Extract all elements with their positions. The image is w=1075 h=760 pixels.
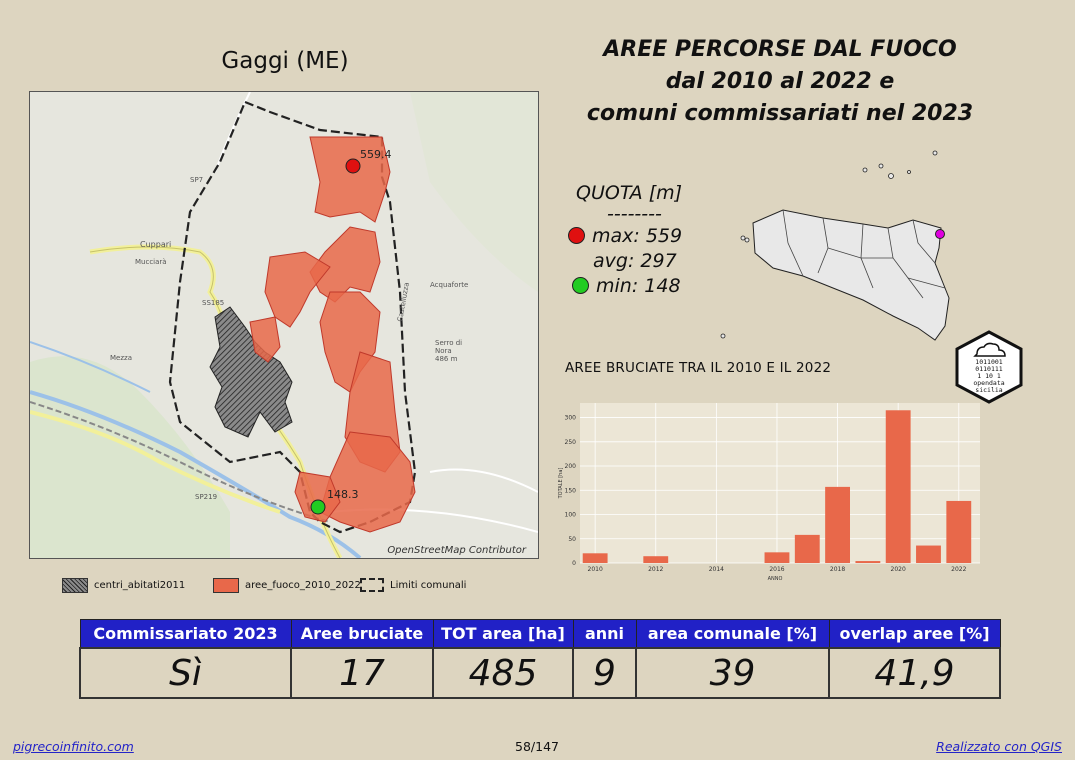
legend-item-limiti: Limiti comunali xyxy=(360,578,466,592)
chart-plot-background xyxy=(580,403,980,563)
value-tot-area: 485 xyxy=(432,647,574,699)
y-tick-label: 200 xyxy=(565,463,577,470)
quota-block: QUOTA [m] -------- max: 559 avg: 297 min… xyxy=(560,180,682,298)
road-label-sp7: SP7 xyxy=(190,176,203,184)
legend-item-centri-abitati: centri_abitati2011 xyxy=(62,578,185,593)
y-tick-label: 50 xyxy=(568,536,576,543)
legend-label: Limiti comunali xyxy=(390,579,467,591)
y-tick-label: 150 xyxy=(565,487,577,494)
qgis-credit-link[interactable]: Realizzato con QGIS xyxy=(936,739,1062,754)
bar-2010 xyxy=(582,553,608,563)
bar-2019 xyxy=(855,561,881,563)
bar-2016 xyxy=(764,552,790,563)
bar-2022 xyxy=(946,500,972,563)
y-tick-label: 100 xyxy=(565,512,577,519)
y-tick-label: 300 xyxy=(565,415,577,422)
boundary-swatch-icon xyxy=(360,578,384,592)
max-dot-icon xyxy=(568,227,585,244)
bar-2020 xyxy=(885,410,911,563)
website-link[interactable]: pigrecoinfinito.com xyxy=(13,739,134,754)
place-label-mezza: Mezza xyxy=(110,354,132,362)
bar-2012 xyxy=(643,556,669,563)
legend-item-aree-fuoco: aree_fuoco_2010_2022 xyxy=(213,578,361,593)
burned-area-bar-chart: 0 50 100 150 200 250 300 2010 2012 2014 2016 2018 20… xyxy=(558,403,980,582)
value-overlap: 41,9 xyxy=(828,647,1001,699)
quota-min: min: 148 xyxy=(596,274,681,297)
y-tick-label: 0 xyxy=(572,560,576,567)
logo-line2: 0110111 xyxy=(975,365,1002,373)
peak-label-1: Serro di xyxy=(435,339,462,347)
header-aree-bruciate: Aree bruciate xyxy=(290,619,434,649)
logo-line4: opendata xyxy=(973,379,1004,387)
road-label-sp219: SP219 xyxy=(195,493,217,501)
main-title-line2: dal 2010 al 2022 e xyxy=(665,69,895,94)
legend-label: centri_abitati2011 xyxy=(94,580,186,591)
main-title: AREE PERCORSE DAL FUOCO dal 2010 al 2022… xyxy=(560,34,1000,130)
map-canvas: 559.4 148.3 SP7 Cuppari Mucciarà SS185 A… xyxy=(30,92,538,558)
bar-2018 xyxy=(825,486,850,563)
quota-title: QUOTA [m] xyxy=(576,181,683,204)
map-title: Gaggi (ME) xyxy=(221,48,349,74)
peak-label-3: 486 m xyxy=(435,355,458,363)
quota-separator: -------- xyxy=(607,203,662,225)
x-tick-label: 2020 xyxy=(891,566,906,573)
x-tick-label: 2010 xyxy=(588,566,603,573)
header-area-comunale: area comunale [%] xyxy=(635,619,830,649)
header-commissariato: Commissariato 2023 xyxy=(79,619,292,649)
place-label-cuppari: Cuppari xyxy=(140,240,171,249)
value-anni: 9 xyxy=(572,647,637,699)
min-dot-icon xyxy=(572,277,589,294)
header-tot-area: TOT area [ha] xyxy=(432,619,574,649)
value-area-comunale: 39 xyxy=(635,647,830,699)
logo-line3: 1 10 1 xyxy=(977,372,1001,380)
osm-credit: OpenStreetMap Contributor xyxy=(387,545,526,556)
bar-2017 xyxy=(794,534,820,563)
hatch-swatch-icon xyxy=(62,578,88,593)
y-tick-label: 250 xyxy=(565,439,577,446)
main-title-line1: AREE PERCORSE DAL FUOCO xyxy=(603,37,957,62)
stats-table: Commissariato 2023 Aree bruciate TOT are… xyxy=(79,619,1001,699)
chart-title: AREE BRUCIATE TRA IL 2010 E IL 2022 xyxy=(565,360,832,376)
bar-2021 xyxy=(916,545,941,563)
logo-line5: sicilia xyxy=(975,386,1002,394)
main-title-line3: comuni commissariati nel 2023 xyxy=(586,101,974,126)
municipality-map[interactable]: 559.4 148.3 SP7 Cuppari Mucciarà SS185 A… xyxy=(29,91,539,559)
header-overlap: overlap aree [%] xyxy=(828,619,1001,649)
x-tick-label: 2012 xyxy=(648,566,663,573)
peak-label-2: Nora xyxy=(435,347,452,355)
page-number: 58/147 xyxy=(515,739,559,754)
min-quota-label: 148.3 xyxy=(327,488,359,501)
max-quota-label: 559.4 xyxy=(360,148,392,161)
x-tick-label: 2014 xyxy=(709,566,724,573)
legend-label: aree_fuoco_2010_2022 xyxy=(245,580,361,591)
place-label-acquaforte: Acquaforte xyxy=(430,281,468,289)
x-tick-label: 2016 xyxy=(769,566,784,573)
sicily-locator-map xyxy=(720,150,950,341)
x-tick-label: 2022 xyxy=(951,566,966,573)
x-axis-label: ANNO xyxy=(768,576,783,582)
fire-swatch-icon xyxy=(213,578,239,593)
logo-line1: 1011001 xyxy=(975,358,1002,366)
opendata-sicilia-logo-icon: 1011001 0110111 1 10 1 opendata sicilia xyxy=(955,330,1023,404)
quota-max: max: 559 xyxy=(592,224,683,247)
place-label-mucciara: Mucciarà xyxy=(135,258,167,266)
x-tick-label: 2018 xyxy=(830,566,845,573)
value-aree-bruciate: 17 xyxy=(290,647,434,699)
y-axis-label: TOTALE [ha] xyxy=(558,468,564,500)
quota-avg: avg: 297 xyxy=(593,249,677,272)
header-anni: anni xyxy=(572,619,637,649)
road-label-ss185: SS185 xyxy=(202,299,224,307)
value-commissariato: Sì xyxy=(79,647,292,699)
